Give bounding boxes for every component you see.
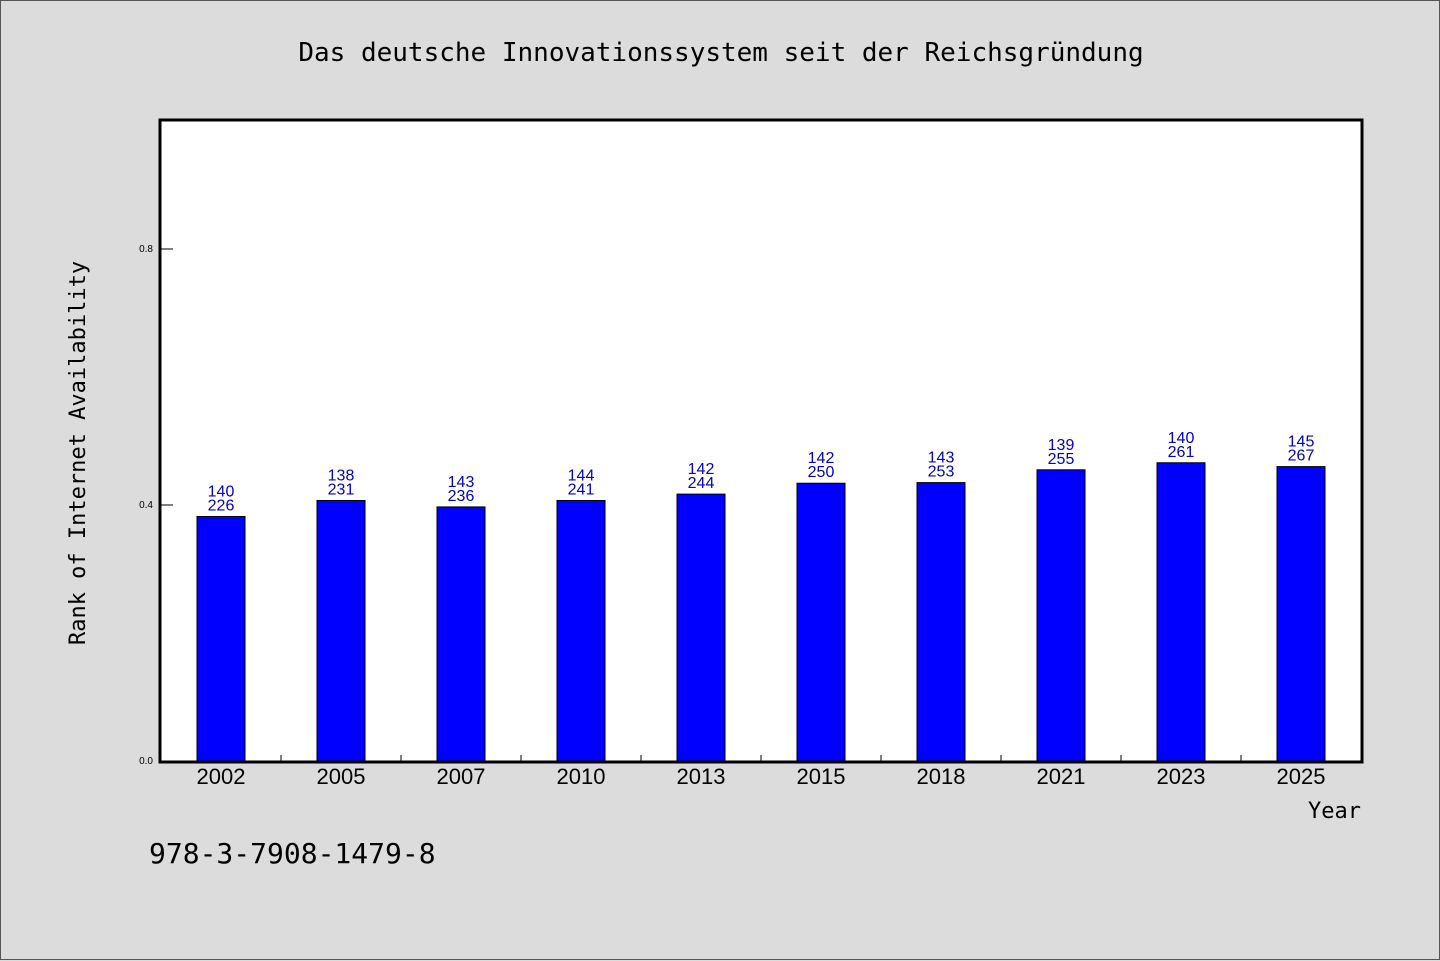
x-tick-label: 2021	[1037, 764, 1086, 789]
bar-data-label: 226	[208, 498, 235, 515]
x-tick-label: 2025	[1277, 764, 1326, 789]
bar	[1036, 469, 1086, 762]
x-tick-label: 2010	[557, 764, 606, 789]
x-axis-label: Year	[1308, 799, 1361, 824]
bar-data-label: 231	[328, 482, 355, 499]
bar-data-label: 140	[1168, 430, 1195, 447]
x-tick-label: 2005	[317, 764, 366, 789]
x-axis-ticks: 2002 2005 2007 2010 2013 2015 2018 2021 2023 2025	[197, 755, 1326, 789]
bar-data-label: 255	[1048, 451, 1075, 468]
bar-data-label: 261	[1168, 444, 1195, 461]
bar	[676, 493, 726, 762]
bar-data-label: 250	[808, 464, 835, 481]
bar-data-label: 142	[808, 450, 835, 467]
y-axis-label: Rank of Internet Availability	[66, 261, 91, 645]
bar-data-label: 143	[928, 450, 955, 467]
bar-data-label: 144	[568, 468, 595, 485]
bar-data-label: 139	[1048, 437, 1075, 454]
isbn-text: 978-3-7908-1479-8	[149, 837, 436, 870]
x-tick-label: 2023	[1157, 764, 1206, 789]
bar	[196, 516, 246, 762]
bar-data-label: 140	[208, 484, 235, 501]
bar-data-label: 241	[568, 482, 595, 499]
x-tick-label: 2002	[197, 764, 246, 789]
bar-data-label: 145	[1288, 434, 1315, 451]
x-tick-label: 2013	[677, 764, 726, 789]
y-tick-label: 0.8	[139, 244, 153, 255]
bar	[916, 482, 966, 762]
bar	[1156, 462, 1206, 762]
bar	[556, 500, 606, 762]
y-axis-ticks: 0.0 0.4 0.8	[139, 244, 173, 767]
bar-data-label: 244	[688, 475, 715, 492]
chart-title: Das deutsche Innovationssystem seit der …	[298, 38, 1143, 68]
x-tick-label: 2007	[437, 764, 486, 789]
bar-data-label: 142	[688, 461, 715, 478]
bar	[436, 506, 486, 762]
y-tick-label: 0.4	[139, 500, 153, 511]
x-tick-label: 2015	[797, 764, 846, 789]
bar-data-label: 236	[448, 488, 475, 505]
bar	[316, 500, 366, 762]
bar-data-label: 143	[448, 474, 475, 491]
bar-data-label: 267	[1288, 448, 1315, 465]
bar	[796, 482, 846, 762]
y-tick-label: 0.0	[139, 756, 153, 767]
bar-data-label: 253	[928, 464, 955, 481]
bar-data-label: 138	[328, 468, 355, 485]
bars	[196, 462, 1326, 762]
x-tick-label: 2018	[917, 764, 966, 789]
bar	[1276, 466, 1326, 762]
